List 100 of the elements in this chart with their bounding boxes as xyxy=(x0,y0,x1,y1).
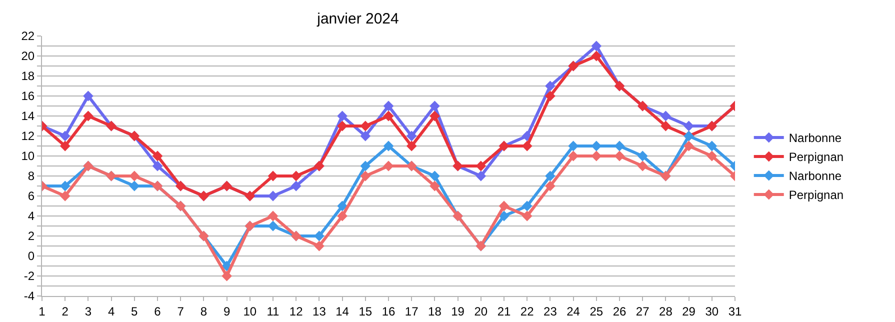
x-tick-label: 7 xyxy=(177,304,184,318)
point xyxy=(383,160,394,172)
y-tick-label: 14 xyxy=(21,109,35,124)
legend-label: Narbonne xyxy=(788,169,842,184)
x-tick-label: 26 xyxy=(612,304,626,318)
point xyxy=(290,170,302,182)
y-tick-label: 20 xyxy=(21,49,35,64)
x-tick-label: 11 xyxy=(266,304,280,318)
point xyxy=(360,160,371,172)
point xyxy=(498,210,510,222)
point xyxy=(545,90,556,102)
point xyxy=(268,210,278,222)
y-tick-label: 8 xyxy=(28,169,35,184)
y-tick-label: 4 xyxy=(28,209,35,224)
y-tick-label: 12 xyxy=(21,129,35,144)
point xyxy=(383,100,394,112)
x-tick-label: 8 xyxy=(200,304,208,318)
point xyxy=(360,120,371,132)
x-tick-label: 17 xyxy=(404,304,419,318)
point xyxy=(406,130,417,142)
point xyxy=(152,160,163,172)
point xyxy=(684,140,694,152)
point xyxy=(545,170,556,182)
y-tick-label: 18 xyxy=(21,69,35,84)
point xyxy=(476,160,486,172)
point xyxy=(430,180,440,192)
point xyxy=(522,210,532,222)
x-tick-label: 6 xyxy=(154,304,162,318)
x-tick-label: 14 xyxy=(336,304,350,318)
point xyxy=(430,100,440,112)
point xyxy=(152,150,163,162)
legend-label: Perpignan xyxy=(788,188,844,202)
y-tick-label: 6 xyxy=(28,189,35,204)
point xyxy=(60,140,70,152)
point xyxy=(268,220,278,232)
y-tick-label: -4 xyxy=(24,289,35,304)
legend-label: Narbonne xyxy=(788,131,842,146)
point xyxy=(591,140,602,152)
x-tick-label: 13 xyxy=(312,304,326,318)
y-tick-label: -2 xyxy=(24,269,35,284)
x-tick-label: 4 xyxy=(108,304,115,318)
x-tick-label: 20 xyxy=(474,304,488,318)
y-tick-label: 2 xyxy=(28,229,35,244)
point xyxy=(522,140,532,152)
point xyxy=(314,230,324,242)
point xyxy=(706,140,718,152)
point xyxy=(430,110,440,122)
point xyxy=(522,200,532,212)
point xyxy=(383,110,394,122)
x-tick-label: 24 xyxy=(566,304,580,318)
point xyxy=(360,170,371,182)
x-tick-label: 10 xyxy=(243,304,257,318)
point xyxy=(60,180,70,192)
point xyxy=(268,190,278,202)
x-tick-label: 2 xyxy=(62,304,69,318)
point xyxy=(129,180,140,192)
x-tick-label: 15 xyxy=(358,304,372,318)
point xyxy=(568,150,578,162)
point xyxy=(337,200,348,212)
point xyxy=(591,40,602,52)
point xyxy=(60,130,70,142)
point xyxy=(660,120,671,132)
x-tick-label: 18 xyxy=(428,304,442,318)
point xyxy=(637,150,648,162)
point xyxy=(614,150,625,162)
x-tick-label: 3 xyxy=(84,304,92,318)
point xyxy=(568,140,578,152)
point xyxy=(383,140,394,152)
point xyxy=(406,140,417,152)
x-tick-label: 28 xyxy=(659,304,673,318)
point xyxy=(337,120,348,132)
point xyxy=(684,120,694,132)
x-tick-label: 19 xyxy=(451,304,465,318)
x-tick-label: 27 xyxy=(636,304,650,318)
x-tick-label: 16 xyxy=(382,304,396,318)
point xyxy=(498,200,510,212)
point xyxy=(660,110,671,122)
point xyxy=(545,180,556,192)
x-tick-label: 5 xyxy=(131,304,138,318)
x-tick-label: 1 xyxy=(38,304,46,318)
point xyxy=(545,80,556,92)
legend-label: Perpignan xyxy=(788,150,844,164)
point xyxy=(337,110,348,122)
x-tick-label: 21 xyxy=(497,304,511,318)
x-tick-label: 31 xyxy=(728,304,742,318)
point xyxy=(290,180,302,192)
point xyxy=(60,190,70,202)
point xyxy=(314,240,324,252)
point xyxy=(129,170,140,182)
chart-title: janvier 2024 xyxy=(316,10,399,28)
point xyxy=(591,50,602,62)
x-tick-label: 30 xyxy=(705,304,719,318)
y-tick-label: 10 xyxy=(21,149,35,164)
x-tick-label: 29 xyxy=(682,304,696,318)
x-tick-label: 25 xyxy=(590,304,604,318)
x-tick-label: 12 xyxy=(289,304,304,318)
point xyxy=(268,170,278,182)
point xyxy=(614,140,625,152)
x-tick-label: 22 xyxy=(520,304,534,318)
point xyxy=(476,170,486,182)
